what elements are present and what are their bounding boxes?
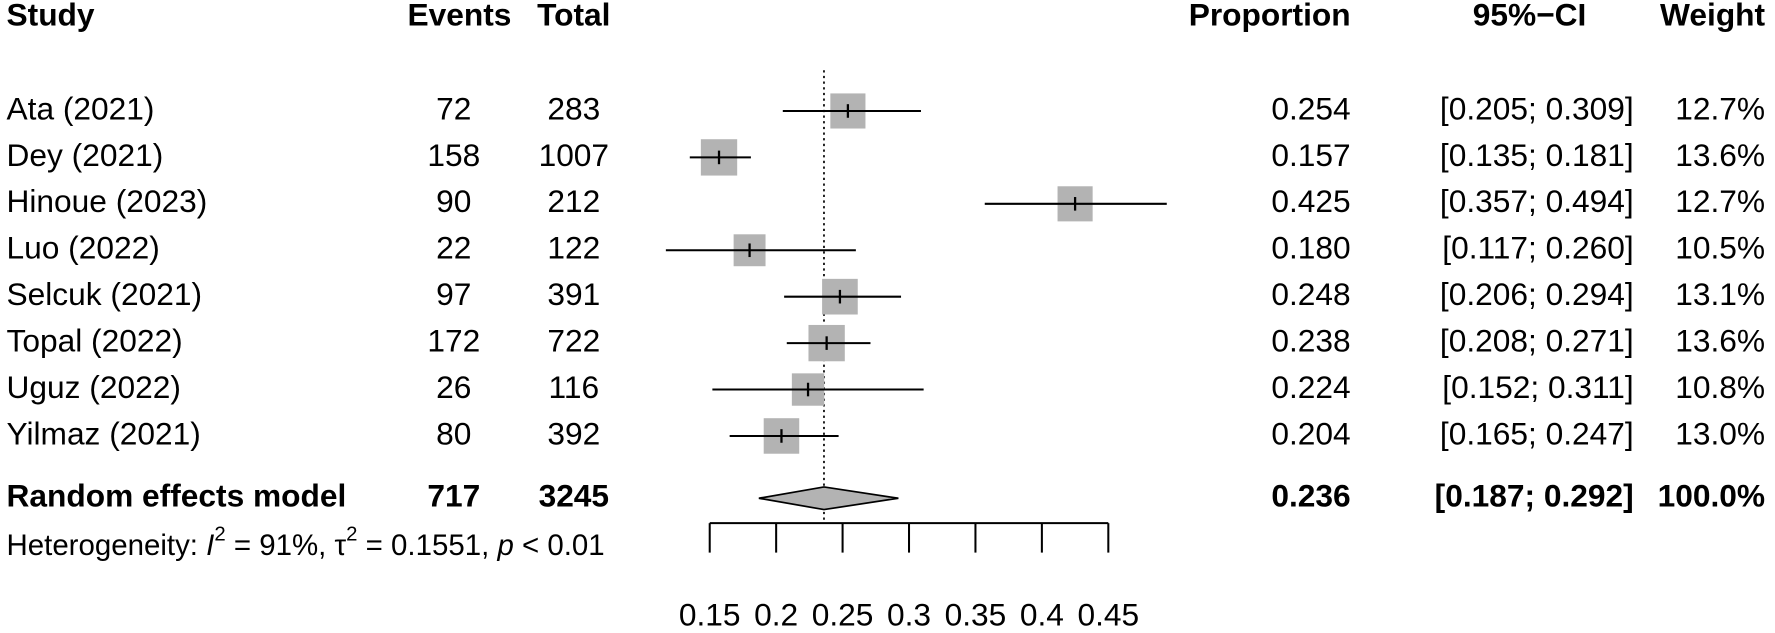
ci-cell: [0.187; 0.292] <box>1435 478 1634 514</box>
het-text: Heterogeneity: <box>7 529 207 562</box>
proportion-cell: 0.248 <box>1271 276 1350 312</box>
heterogeneity: Heterogeneity: I2 = 91%, τ2 = 0.1551, p … <box>7 524 605 562</box>
ci-cell: [0.135; 0.181] <box>1440 137 1634 173</box>
proportion-cell: 0.157 <box>1271 137 1350 173</box>
het-text: < 0.01 <box>514 529 605 562</box>
ci-cell: [0.152; 0.311] <box>1442 369 1633 405</box>
events-cell: 717 <box>427 478 480 514</box>
weight-cell: 10.5% <box>1675 230 1765 266</box>
weight-cell: 13.0% <box>1675 415 1765 451</box>
events-cell: 72 <box>436 90 471 126</box>
x-tick-label: 0.3 <box>887 597 931 633</box>
study-cell: Uguz (2022) <box>7 369 181 405</box>
total-cell: 122 <box>547 230 600 266</box>
total-cell: 283 <box>547 90 600 126</box>
total-cell: 1007 <box>539 137 609 173</box>
ci-cell: [0.206; 0.294] <box>1440 276 1634 312</box>
total-cell: 722 <box>547 322 600 358</box>
het-sup: 2 <box>346 524 357 546</box>
study-cell: Selcuk (2021) <box>7 276 203 312</box>
het-sup: 2 <box>214 524 225 546</box>
column-header: Proportion <box>1189 0 1351 32</box>
weight-cell: 13.6% <box>1675 137 1765 173</box>
total-cell: 391 <box>547 276 600 312</box>
events-cell: 22 <box>436 230 471 266</box>
proportion-cell: 0.254 <box>1271 90 1350 126</box>
het-text: = 0.1551, <box>357 529 497 562</box>
column-header: Events <box>407 0 511 32</box>
ci-cell: [0.205; 0.309] <box>1440 90 1634 126</box>
weight-cell: 10.8% <box>1675 369 1765 405</box>
weight-cell: 13.1% <box>1675 276 1765 312</box>
proportion-cell: 0.224 <box>1271 369 1350 405</box>
proportion-cell: 0.238 <box>1271 322 1350 358</box>
study-cell: Topal (2022) <box>7 322 183 358</box>
weight-cell: 12.7% <box>1675 90 1765 126</box>
ci-cell: [0.165; 0.247] <box>1440 415 1634 451</box>
x-tick-label: 0.25 <box>812 597 874 633</box>
x-tick-label: 0.2 <box>754 597 798 633</box>
total-cell: 116 <box>549 369 600 405</box>
study-cell: Random effects model <box>7 478 347 514</box>
weight-cell: 100.0% <box>1658 478 1765 514</box>
x-tick-label: 0.4 <box>1020 597 1064 633</box>
proportion-cell: 0.180 <box>1271 230 1350 266</box>
weight-cell: 12.7% <box>1675 183 1765 219</box>
het-text: = 91%, <box>226 529 335 562</box>
events-cell: 80 <box>436 415 471 451</box>
study-cell: Dey (2021) <box>7 137 164 173</box>
proportion-cell: 0.204 <box>1271 415 1350 451</box>
column-header: Total <box>537 0 610 32</box>
study-cell: Yilmaz (2021) <box>7 415 201 451</box>
total-cell: 392 <box>547 415 600 451</box>
events-cell: 97 <box>436 276 471 312</box>
weight-cell: 13.6% <box>1675 322 1765 358</box>
ci-cell: [0.117; 0.260] <box>1442 230 1633 266</box>
ci-cell: [0.208; 0.271] <box>1440 322 1634 358</box>
het-symbol: τ <box>335 529 347 562</box>
x-tick-label: 0.15 <box>679 597 741 633</box>
total-cell: 212 <box>547 183 600 219</box>
column-header: 95%−CI <box>1473 0 1587 32</box>
het-symbol: p <box>496 529 513 562</box>
events-cell: 158 <box>427 137 480 173</box>
events-cell: 90 <box>436 183 471 219</box>
x-tick-label: 0.35 <box>945 597 1007 633</box>
column-header: Weight <box>1660 0 1765 32</box>
study-cell: Hinoue (2023) <box>7 183 208 219</box>
events-cell: 172 <box>427 322 480 358</box>
proportion-cell: 0.236 <box>1271 478 1350 514</box>
total-cell: 3245 <box>539 478 609 514</box>
column-header: Study <box>7 0 95 32</box>
study-cell: Ata (2021) <box>7 90 155 126</box>
pooled-diamond <box>758 486 899 511</box>
proportion-cell: 0.425 <box>1271 183 1350 219</box>
x-tick-label: 0.45 <box>1077 597 1139 633</box>
ci-cell: [0.357; 0.494] <box>1440 183 1634 219</box>
het-symbol: I <box>206 529 214 562</box>
study-cell: Luo (2022) <box>7 230 160 266</box>
events-cell: 26 <box>436 369 471 405</box>
